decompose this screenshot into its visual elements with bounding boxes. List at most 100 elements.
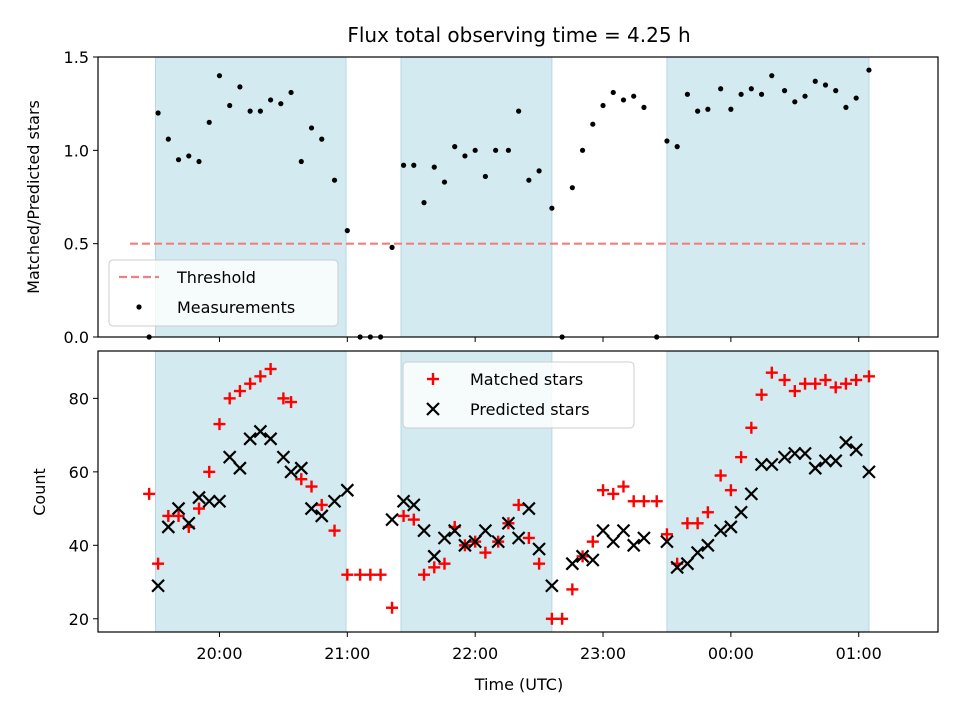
matched-stars-point xyxy=(681,517,694,530)
y-tick-label: 1.0 xyxy=(64,141,89,160)
measurement-point xyxy=(421,200,427,206)
matched-stars-point xyxy=(788,385,801,398)
measurement-point xyxy=(822,82,829,88)
predicted-stars-point xyxy=(243,432,257,446)
measurement-point xyxy=(748,86,754,92)
matched-stars-point xyxy=(244,377,257,390)
matched-stars-point xyxy=(233,385,246,398)
predicted-stars-point xyxy=(660,534,674,549)
matched-stars-point xyxy=(213,418,226,431)
predicted-stars-point xyxy=(680,556,695,571)
legend-marker-predicted-stars xyxy=(426,402,440,416)
y-axis-label: Matched/Predicted stars xyxy=(24,100,43,294)
matched-stars-point xyxy=(374,568,387,581)
matched-stars-point xyxy=(428,561,441,574)
predicted-stars-point xyxy=(849,443,863,457)
matched-stars-point xyxy=(862,370,875,383)
matched-stars-point xyxy=(397,509,410,522)
measurement-point xyxy=(705,106,711,112)
x-axis-ticks: 20:00 21:00 22:00 23:00 00:00 01:00 xyxy=(196,632,882,663)
y-tick-label: 40 xyxy=(69,536,89,555)
matched-stars-point xyxy=(285,396,298,409)
measurement-point xyxy=(482,173,488,180)
legend-marker-matched-stars xyxy=(427,373,439,385)
matched-stars-point xyxy=(691,517,704,530)
measurement-point xyxy=(684,91,691,97)
predicted-stars-point xyxy=(161,520,176,534)
measurement-point xyxy=(400,162,407,168)
measurement-point xyxy=(206,119,212,125)
predicted-stars-point xyxy=(233,461,247,475)
predicted-stars-point xyxy=(294,461,309,475)
predicted-stars-point xyxy=(417,523,431,538)
measurement-point xyxy=(641,104,647,110)
measurement-point xyxy=(866,67,872,73)
matched-stars-point xyxy=(829,381,842,394)
measurement-point xyxy=(308,125,315,131)
predicted-stars-point xyxy=(491,534,505,549)
measurement-point xyxy=(257,108,263,114)
matched-stars-point xyxy=(755,388,768,401)
measurement-point xyxy=(462,153,468,159)
observing-interval xyxy=(666,350,870,633)
plot-series xyxy=(129,67,872,340)
matched-stars-point xyxy=(295,473,308,486)
matched-stars-point xyxy=(714,469,727,482)
ratio-panel: 0.0 0.5 1.0 1.5 Matched/Predicted stars Thr… xyxy=(24,48,939,347)
measurement-point xyxy=(769,73,775,79)
measurement-point xyxy=(452,144,458,150)
y-tick-label: 60 xyxy=(69,463,89,482)
observing-intervals xyxy=(155,56,870,338)
measurement-point xyxy=(411,162,417,168)
measurement-point xyxy=(175,157,182,163)
matched-stars-point xyxy=(305,480,318,493)
plot-series xyxy=(143,362,876,625)
predicted-stars-point xyxy=(212,494,227,509)
predicted-stars-point xyxy=(637,531,651,545)
measurement-point xyxy=(728,106,734,112)
measurement-point xyxy=(237,84,243,90)
y-tick-label: 0.0 xyxy=(64,328,89,347)
predicted-stars-point xyxy=(606,534,621,549)
measurement-point xyxy=(631,93,637,99)
predicted-stars-point xyxy=(777,450,792,464)
matched-stars-point xyxy=(819,374,832,387)
measurement-point xyxy=(664,138,670,144)
measurement-point xyxy=(853,95,859,101)
measurement-point xyxy=(526,177,532,183)
predicted-stars-point xyxy=(754,457,769,472)
matched-stars-point xyxy=(315,498,328,511)
measurement-point xyxy=(781,88,788,94)
y-axis-ticks: 0.0 0.5 1.0 1.5 xyxy=(64,48,98,347)
measurement-point xyxy=(155,110,161,116)
measurement-point xyxy=(610,89,616,96)
observing-interval xyxy=(155,350,347,633)
predicted-stars-point xyxy=(616,523,631,538)
predicted-stars-point xyxy=(284,465,298,479)
x-tick-label: 20:00 xyxy=(196,644,242,663)
x-tick-label: 00:00 xyxy=(708,644,754,663)
legend-label-measurements: Measurements xyxy=(177,298,295,317)
predicted-stars-point xyxy=(575,549,590,564)
matched-stars-point xyxy=(778,374,791,387)
predicted-stars-point xyxy=(327,494,342,509)
predicted-stars-point xyxy=(192,490,206,505)
predicted-stars-point xyxy=(626,538,641,553)
matched-stars-point xyxy=(364,568,377,581)
measurement-point xyxy=(792,99,798,105)
predicted-stars-point xyxy=(253,424,268,439)
chart-title: Flux total observing time = 4.25 h xyxy=(347,23,690,47)
predicted-stars-point xyxy=(501,516,516,531)
predicted-stars-point xyxy=(276,450,291,464)
matched-stars-point xyxy=(799,377,812,390)
measurement-point xyxy=(536,168,542,174)
matched-stars-point xyxy=(586,535,599,548)
y-tick-label: 80 xyxy=(69,389,89,408)
predicted-stars-point xyxy=(263,432,278,446)
measurement-point xyxy=(549,205,555,211)
predicted-stars-point xyxy=(202,494,217,509)
y-axis-ticks: 20 40 60 80 xyxy=(69,389,98,629)
predicted-stars-point xyxy=(818,454,833,468)
measurement-point xyxy=(389,244,395,250)
observing-interval xyxy=(666,56,870,338)
